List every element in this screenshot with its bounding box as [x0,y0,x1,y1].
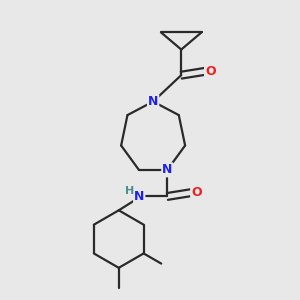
Text: N: N [148,95,158,108]
Text: N: N [134,190,144,203]
Text: N: N [162,164,172,176]
Text: O: O [205,65,216,78]
Text: O: O [191,186,202,199]
Text: H: H [125,186,134,196]
